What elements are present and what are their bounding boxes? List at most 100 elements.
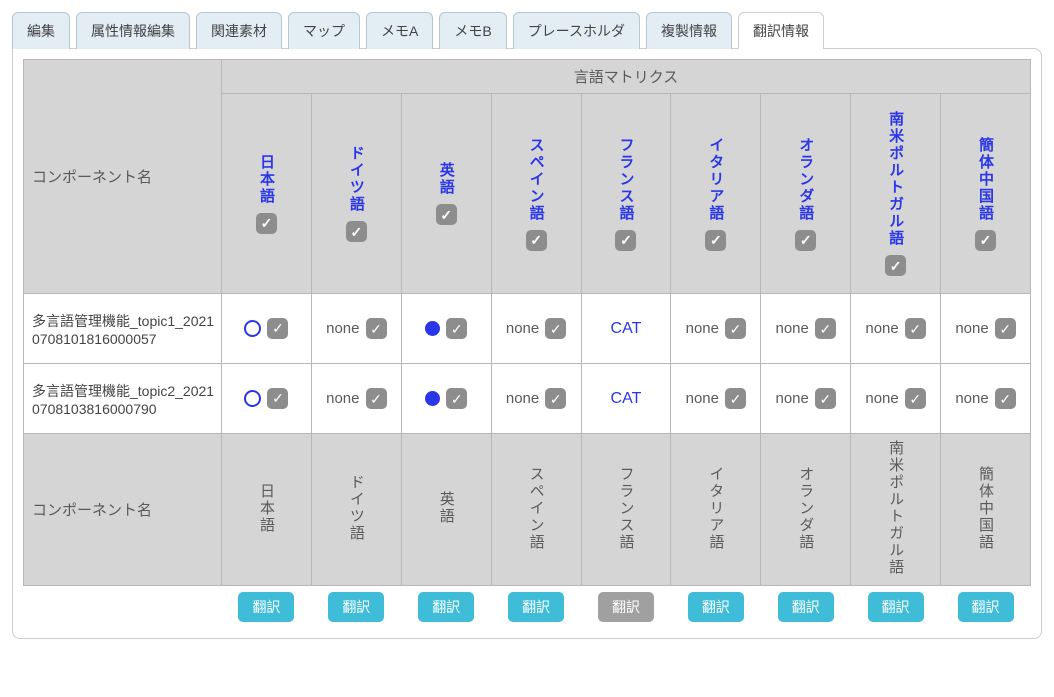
checkbox-icon[interactable]: ✓ bbox=[975, 230, 996, 251]
tab-3[interactable]: マップ bbox=[288, 12, 360, 49]
translate-button-8[interactable]: 翻訳 bbox=[958, 592, 1014, 622]
lang-footer-3: スペイン語 bbox=[491, 434, 581, 586]
lang-footer-label: スペイン語 bbox=[526, 466, 547, 551]
lang-footer-0: 日本語 bbox=[222, 434, 312, 586]
translate-button-2[interactable]: 翻訳 bbox=[418, 592, 474, 622]
translate-button-1[interactable]: 翻訳 bbox=[328, 592, 384, 622]
tab-8[interactable]: 翻訳情報 bbox=[738, 12, 824, 49]
status-none-label: none bbox=[506, 390, 539, 407]
lang-link[interactable]: 簡体中国語 bbox=[975, 137, 996, 222]
matrix-cell-0-6: none✓ bbox=[761, 294, 851, 364]
status-cat-label[interactable]: CAT bbox=[611, 320, 642, 338]
matrix-cell-1-1: none ✓ bbox=[311, 364, 401, 434]
checkbox-icon[interactable]: ✓ bbox=[815, 318, 836, 339]
checkbox-icon[interactable]: ✓ bbox=[995, 318, 1016, 339]
checkbox-icon[interactable]: ✓ bbox=[526, 230, 547, 251]
checkbox-icon[interactable]: ✓ bbox=[615, 230, 636, 251]
lang-header-1: ドイツ語 ✓ bbox=[311, 94, 401, 294]
matrix-cell-1-4: CAT bbox=[581, 364, 671, 434]
lang-footer-label: オランダ語 bbox=[795, 466, 816, 551]
translate-button-7[interactable]: 翻訳 bbox=[868, 592, 924, 622]
checkbox-icon[interactable]: ✓ bbox=[346, 221, 367, 242]
lang-header-2: 英語 ✓ bbox=[401, 94, 491, 294]
lang-link[interactable]: スペイン語 bbox=[526, 137, 547, 222]
status-none-label: none bbox=[955, 390, 988, 407]
status-none-label: none bbox=[776, 390, 809, 407]
lang-footer-label: 南米ポルトガル語 bbox=[885, 440, 906, 576]
checkbox-icon[interactable]: ✓ bbox=[256, 213, 277, 234]
matrix-cell-0-3: none✓ bbox=[491, 294, 581, 364]
lang-header-0: 日本語 ✓ bbox=[222, 94, 312, 294]
translate-button-5[interactable]: 翻訳 bbox=[688, 592, 744, 622]
status-none-label: none bbox=[865, 390, 898, 407]
tab-7[interactable]: 複製情報 bbox=[646, 12, 732, 49]
status-none-label: none bbox=[955, 320, 988, 337]
lang-link[interactable]: オランダ語 bbox=[795, 137, 816, 222]
tab-2[interactable]: 関連素材 bbox=[196, 12, 282, 49]
checkbox-icon[interactable]: ✓ bbox=[436, 204, 457, 225]
status-filled-icon bbox=[425, 391, 440, 406]
lang-footer-label: 日本語 bbox=[256, 483, 277, 534]
status-open-icon bbox=[244, 390, 261, 407]
checkbox-icon[interactable]: ✓ bbox=[545, 388, 566, 409]
translate-button-3[interactable]: 翻訳 bbox=[508, 592, 564, 622]
checkbox-icon[interactable]: ✓ bbox=[446, 318, 467, 339]
matrix-cell-1-8: none ✓ bbox=[941, 364, 1031, 434]
lang-footer-6: オランダ語 bbox=[761, 434, 851, 586]
matrix-cell-1-0: ✓ bbox=[222, 364, 312, 434]
translate-button-0[interactable]: 翻訳 bbox=[238, 592, 294, 622]
matrix-cell-0-5: none✓ bbox=[671, 294, 761, 364]
checkbox-icon[interactable]: ✓ bbox=[267, 388, 288, 409]
matrix-cell-1-6: none ✓ bbox=[761, 364, 851, 434]
lang-footer-label: ドイツ語 bbox=[346, 474, 367, 542]
lang-link[interactable]: 南米ポルトガル語 bbox=[885, 111, 906, 247]
matrix-cell-1-3: none ✓ bbox=[491, 364, 581, 434]
lang-footer-4: フランス語 bbox=[581, 434, 671, 586]
checkbox-icon[interactable]: ✓ bbox=[545, 318, 566, 339]
checkbox-icon[interactable]: ✓ bbox=[995, 388, 1016, 409]
checkbox-icon[interactable]: ✓ bbox=[885, 255, 906, 276]
lang-footer-label: 簡体中国語 bbox=[975, 466, 996, 551]
lang-link[interactable]: 英語 bbox=[436, 162, 457, 196]
checkbox-icon[interactable]: ✓ bbox=[905, 388, 926, 409]
lang-footer-7: 南米ポルトガル語 bbox=[851, 434, 941, 586]
checkbox-icon[interactable]: ✓ bbox=[795, 230, 816, 251]
status-none-label: none bbox=[326, 320, 359, 337]
matrix-cell-1-2: ✓ bbox=[401, 364, 491, 434]
tab-1[interactable]: 属性情報編集 bbox=[76, 12, 190, 49]
checkbox-icon[interactable]: ✓ bbox=[366, 318, 387, 339]
matrix-cell-0-0: ✓ bbox=[222, 294, 312, 364]
tab-0[interactable]: 編集 bbox=[12, 12, 70, 49]
lang-link[interactable]: 日本語 bbox=[256, 154, 277, 205]
tab-6[interactable]: プレースホルダ bbox=[513, 12, 640, 49]
checkbox-icon[interactable]: ✓ bbox=[725, 388, 746, 409]
lang-link[interactable]: ドイツ語 bbox=[346, 145, 367, 213]
checkbox-icon[interactable]: ✓ bbox=[267, 318, 288, 339]
lang-header-8: 簡体中国語 ✓ bbox=[941, 94, 1031, 294]
status-none-label: none bbox=[326, 390, 359, 407]
checkbox-icon[interactable]: ✓ bbox=[725, 318, 746, 339]
checkbox-icon[interactable]: ✓ bbox=[905, 318, 926, 339]
lang-footer-1: ドイツ語 bbox=[311, 434, 401, 586]
matrix-cell-1-7: none ✓ bbox=[851, 364, 941, 434]
translation-panel: コンポーネント名言語マトリクス日本語 ✓ ドイツ語 ✓ 英語 ✓ スペイン語 ✓ フランス語 ✓ イ… bbox=[12, 48, 1042, 639]
checkbox-icon[interactable]: ✓ bbox=[815, 388, 836, 409]
status-none-label: none bbox=[865, 320, 898, 337]
translate-button-4: 翻訳 bbox=[598, 592, 654, 622]
component-name-cell: 多言語管理機能_topic1_20210708101816000057 bbox=[24, 294, 222, 364]
component-name-header: コンポーネント名 bbox=[24, 60, 222, 294]
lang-footer-label: イタリア語 bbox=[705, 466, 726, 551]
checkbox-icon[interactable]: ✓ bbox=[366, 388, 387, 409]
tab-bar: 編集属性情報編集関連素材マップメモAメモBプレースホルダ複製情報翻訳情報 bbox=[12, 12, 1042, 49]
matrix-cell-0-2: ✓ bbox=[401, 294, 491, 364]
lang-link[interactable]: フランス語 bbox=[615, 137, 636, 222]
matrix-title: 言語マトリクス bbox=[222, 60, 1031, 94]
checkbox-icon[interactable]: ✓ bbox=[705, 230, 726, 251]
status-cat-label[interactable]: CAT bbox=[611, 390, 642, 408]
checkbox-icon[interactable]: ✓ bbox=[446, 388, 467, 409]
tab-5[interactable]: メモB bbox=[439, 12, 506, 49]
tab-4[interactable]: メモA bbox=[366, 12, 433, 49]
lang-footer-5: イタリア語 bbox=[671, 434, 761, 586]
translate-button-6[interactable]: 翻訳 bbox=[778, 592, 834, 622]
lang-link[interactable]: イタリア語 bbox=[705, 137, 726, 222]
